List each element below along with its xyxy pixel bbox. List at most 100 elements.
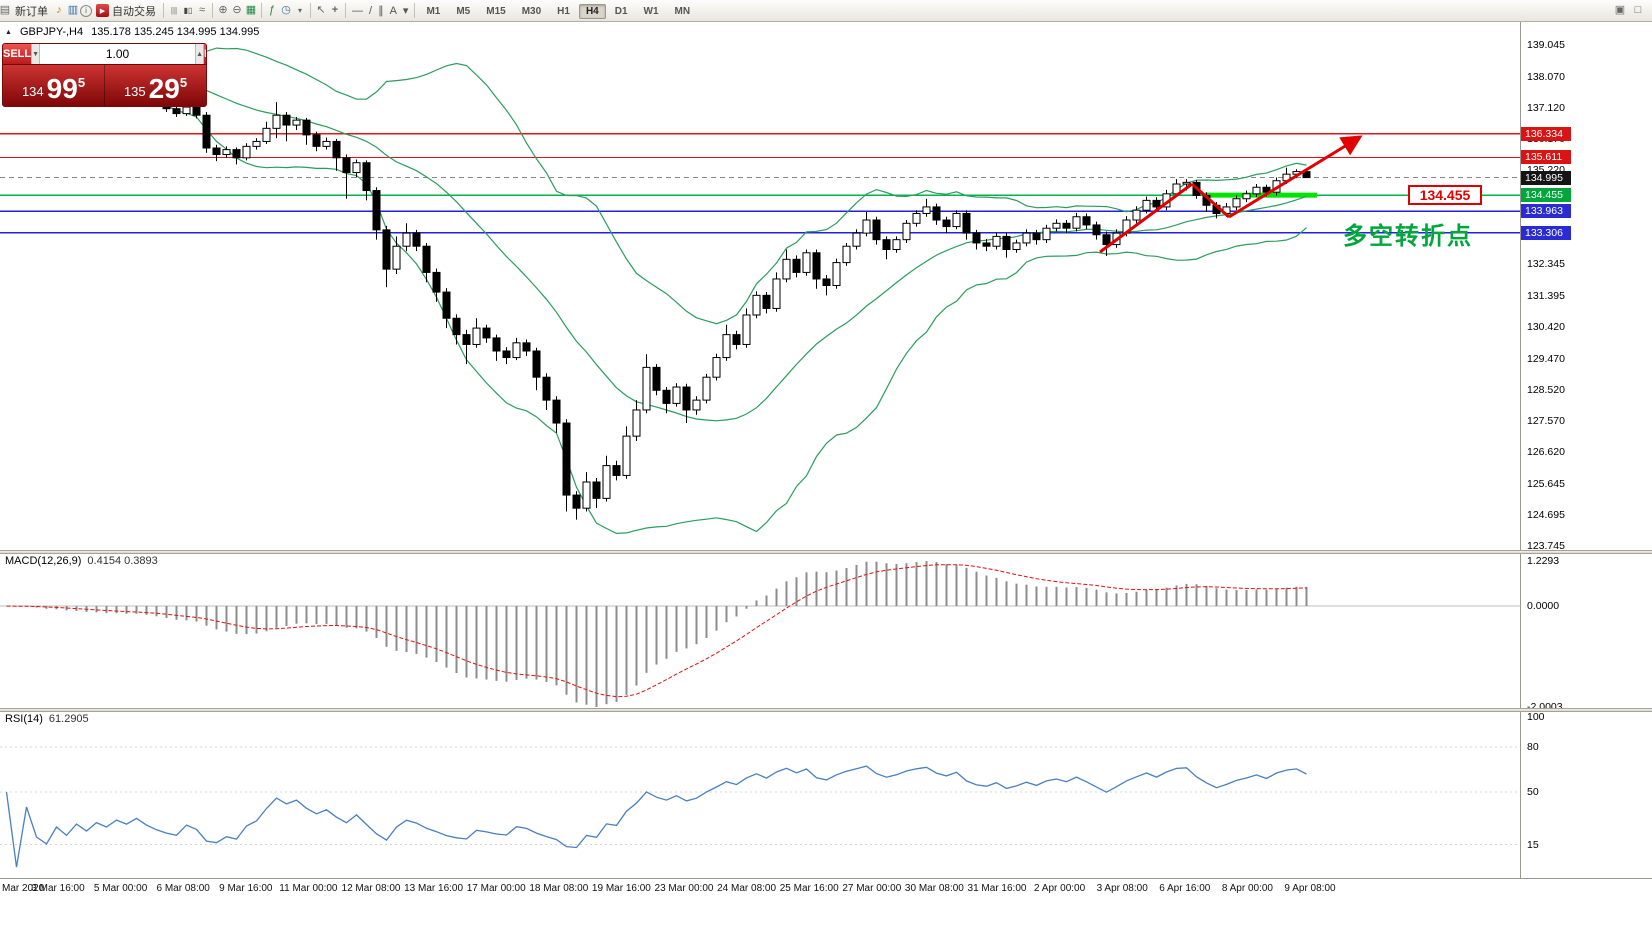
price-tick: 123.745 [1527,540,1565,552]
time-label: 13 Mar 16:00 [404,883,464,894]
price-tick: 139.045 [1527,39,1565,51]
sell-button[interactable]: SELL [3,44,32,64]
rsi-name: RSI(14) [5,713,43,725]
timeframe-mn[interactable]: MN [674,5,691,17]
price-tag: 135.611 [1521,150,1571,165]
ohlc-values: 135.178 135.245 134.995 134.995 [91,26,260,38]
crosshair-icon[interactable]: + [331,4,339,16]
candlestick-chart-icon[interactable]: ▮▯ [183,5,193,15]
price-tag: 136.334 [1521,126,1571,141]
timeframe-m5[interactable]: M5 [456,5,471,17]
macd-axis-label: 1.2293 [1527,555,1560,567]
price-tick: 129.470 [1527,352,1565,365]
timeframe-m15[interactable]: M15 [486,5,506,17]
volume-input[interactable] [40,44,196,64]
rsi-value: 61.2905 [48,713,89,725]
buy-button[interactable]: BUY [204,44,206,64]
panel-separator-macd[interactable] [0,550,1652,554]
cascade-windows-icon[interactable]: □ [1634,4,1642,16]
time-label: 12 Mar 08:00 [341,883,401,894]
new-order-button[interactable]: ▤ 新订单 [0,2,52,20]
grid-icon[interactable]: ▦ [245,4,257,16]
timeframe-h4[interactable]: H4 [578,3,606,19]
price-tag: 133.306 [1521,225,1571,240]
price-tick: 130.420 [1527,321,1565,334]
one-click-trading-panel: SELL ▼ ▲ BUY 134 99 5 135 29 5 [2,43,207,107]
toolbar-separator [261,3,262,18]
macd-values: 0.4154 0.3893 [87,555,158,567]
time-label: 27 Mar 00:00 [842,883,902,894]
rsi-axis-label: 80 [1527,741,1539,753]
panel-separator-rsi[interactable] [0,708,1652,712]
auto-trading-button[interactable]: ▶ 自动交易 [92,2,160,20]
time-label: 19 Mar 16:00 [591,883,651,894]
time-label: Mar 2020 [2,883,45,894]
timeframe-w1[interactable]: W1 [643,5,659,17]
volume-increase-button[interactable]: ▲ [195,44,204,64]
timeframe-m30[interactable]: M30 [521,5,542,17]
draw-tool-3[interactable]: A [389,5,397,17]
new-order-label: 新订单 [15,5,48,18]
price-tick: 125.645 [1527,477,1565,490]
timeframe-d1[interactable]: D1 [614,5,628,17]
price-tick: 131.395 [1527,289,1565,302]
time-label: 6 Mar 08:00 [156,883,210,894]
indicators-icon[interactable]: ƒ [268,4,276,16]
hlines-layer [0,133,1520,234]
symbol-info-line: ▲ GBPJPY-,H4 135.178 135.245 134.995 134… [5,26,259,38]
cursor-icon[interactable]: ↖ [316,4,326,16]
timeframe-m1[interactable]: M1 [426,5,441,17]
volume-decrease-button[interactable]: ▼ [31,44,41,64]
draw-tool-2[interactable]: ∥ [378,5,384,17]
timeframe-h1[interactable]: H1 [557,5,570,17]
toolbar-separator [163,3,164,18]
buy-price-sup: 5 [179,75,188,90]
buy-price-big: 29 [148,73,180,105]
bollinger-layer [36,47,1307,535]
time-label: 23 Mar 00:00 [654,883,714,894]
sell-price-display[interactable]: 134 99 5 [3,65,104,106]
market-watch-icon[interactable]: ▥ [67,4,79,16]
time-label: 31 Mar 16:00 [967,883,1027,894]
time-label: 6 Apr 16:00 [1159,883,1211,894]
zoom-in-icon[interactable]: ⊕ [218,4,228,16]
time-label: 18 Mar 08:00 [529,883,589,894]
time-label: 9 Mar 16:00 [219,883,273,894]
macd-axis-label: 0.0000 [1527,600,1560,613]
collapse-icon[interactable]: ▲ [5,28,12,36]
draw-tool-1[interactable]: / [369,5,373,17]
toolbar-right-group: ▣ □ [1613,4,1649,18]
price-tick: 138.070 [1527,70,1565,83]
periods-icon[interactable]: ◷ [281,4,291,16]
rsi-axis-label: 100 [1527,711,1545,723]
time-label: 11 Mar 00:00 [279,883,338,894]
toolbar-separator [310,3,311,18]
rsi-axis-label: 15 [1527,838,1539,851]
price-tag: 134.455 [1521,188,1571,203]
toolbar-separator [345,3,346,18]
draw-tool-4[interactable]: ▾ [402,5,409,17]
draw-tool-0[interactable]: — [352,5,363,17]
sell-price-small: 134 [21,84,44,99]
price-tick: 132.345 [1527,258,1565,271]
alert-icon[interactable]: ♪ [56,4,62,16]
toolbar-separator [414,3,416,18]
price-callout-box: 134.455 [1408,185,1482,205]
zoom-out-icon[interactable]: ⊖ [232,4,242,16]
buy-price-display[interactable]: 135 29 5 [104,65,206,106]
price-tag: 134.995 [1521,170,1571,185]
info-icon[interactable]: i [80,4,92,17]
chinese-annotation: 多空转折点 [1343,223,1473,250]
candles-layer [2,56,1311,520]
bar-chart-icon[interactable]: ||| [170,5,178,15]
price-tick: 124.695 [1527,508,1565,521]
time-label: 3 Mar 16:00 [31,883,85,894]
price-tick: 126.620 [1527,445,1565,458]
tile-windows-icon[interactable]: ▣ [1614,4,1626,16]
line-chart-icon[interactable]: ≈ [198,4,206,16]
time-label: 17 Mar 00:00 [466,883,526,894]
time-axis-border [0,878,1652,879]
templates-dropdown-icon[interactable]: ▾ [297,5,302,15]
price-axis-border[interactable] [1520,22,1521,878]
